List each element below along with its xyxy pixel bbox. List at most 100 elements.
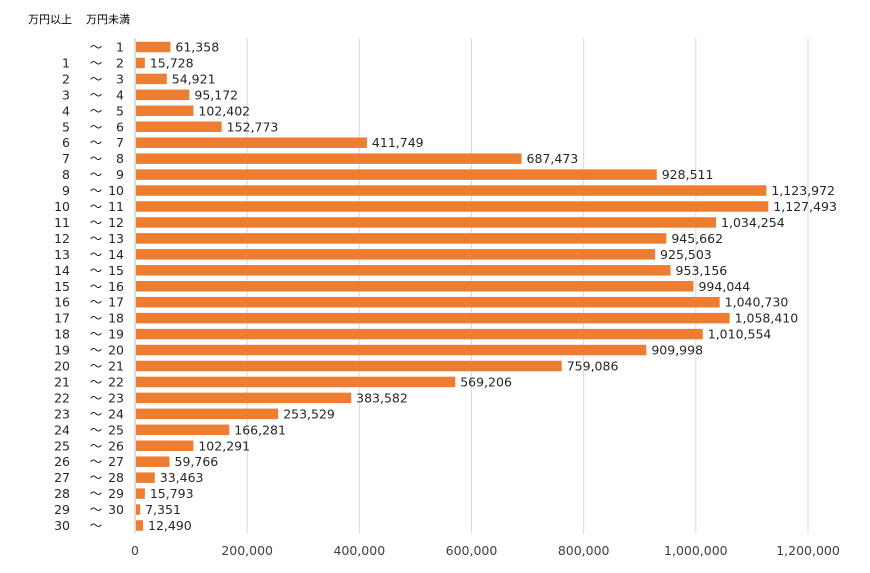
category-separator: ～ xyxy=(90,199,103,214)
bar xyxy=(136,201,769,212)
category-upper-bound: 13 xyxy=(108,231,124,246)
category-lower-bound: 20 xyxy=(54,359,70,374)
data-label: 1,123,972 xyxy=(771,183,835,198)
bars xyxy=(136,41,769,531)
category-lower-bound: 4 xyxy=(62,103,70,118)
category-upper-bound: 29 xyxy=(108,486,124,501)
category-lower-bound: 19 xyxy=(54,343,70,358)
x-tick-label: 1,200,000 xyxy=(776,543,840,558)
bar xyxy=(136,249,656,260)
category-upper-bound: 27 xyxy=(108,454,124,469)
category-lower-bound: 16 xyxy=(54,295,70,310)
bar xyxy=(136,281,694,292)
bar xyxy=(136,137,367,148)
x-tick-label: 0 xyxy=(131,543,139,558)
category-upper-bound: 12 xyxy=(108,215,124,230)
category-lower-bound: 26 xyxy=(54,454,70,469)
bar xyxy=(136,57,145,69)
bar xyxy=(136,73,167,85)
bar xyxy=(136,233,667,244)
category-upper-bound: 7 xyxy=(116,135,124,150)
category-upper-bound: 26 xyxy=(108,438,124,453)
bar xyxy=(136,344,647,356)
category-upper-bound: 3 xyxy=(116,71,124,86)
category-upper-bound: 28 xyxy=(108,470,124,485)
category-lower-bound: 12 xyxy=(54,231,70,246)
category-upper-bound: 30 xyxy=(108,502,124,517)
category-upper-bound: 19 xyxy=(108,327,124,342)
data-label: 33,463 xyxy=(160,470,204,485)
category-upper-bound: 4 xyxy=(116,87,124,102)
bar xyxy=(136,488,145,499)
category-lower-bound: 2 xyxy=(62,71,70,86)
category-lower-bound: 25 xyxy=(54,438,70,453)
category-lower-bound: 24 xyxy=(54,422,70,437)
category-lower-bound: 11 xyxy=(54,215,70,230)
category-lower-bound: 9 xyxy=(62,183,70,198)
data-label: 909,998 xyxy=(651,343,703,358)
category-lower-bound: 17 xyxy=(54,311,70,326)
category-upper-bound: 21 xyxy=(108,359,124,374)
category-lower-bound: 15 xyxy=(54,279,70,294)
data-label: 945,662 xyxy=(671,231,723,246)
category-lower-bound: 1 xyxy=(62,55,70,70)
category-upper-bound: 2 xyxy=(116,55,124,70)
data-label: 383,582 xyxy=(356,390,408,405)
bar xyxy=(136,456,170,467)
category-lower-bound: 13 xyxy=(54,247,70,262)
category-upper-bound: 1 xyxy=(116,40,124,55)
bar xyxy=(136,472,155,483)
category-upper-bound: 22 xyxy=(108,374,124,389)
data-label: 59,766 xyxy=(175,454,219,469)
bar xyxy=(136,424,230,436)
category-upper-bound: 16 xyxy=(108,279,124,294)
data-label: 925,503 xyxy=(660,247,712,262)
category-upper-bound: 24 xyxy=(108,406,124,421)
data-label: 928,511 xyxy=(662,167,714,182)
category-separator: ～ xyxy=(90,390,103,405)
category-upper-bound: 5 xyxy=(116,103,124,118)
category-separator: ～ xyxy=(90,231,103,246)
bar xyxy=(136,265,671,276)
bar xyxy=(136,121,222,132)
category-lower-bound: 7 xyxy=(62,151,70,166)
bar xyxy=(136,41,171,53)
category-separator: ～ xyxy=(90,422,103,437)
data-label: 7,351 xyxy=(145,502,181,517)
data-label: 953,156 xyxy=(676,263,728,278)
category-upper-bound: 8 xyxy=(116,151,124,166)
data-label: 1,010,554 xyxy=(708,327,772,342)
category-lower-bound: 5 xyxy=(62,119,70,134)
category-separator: ～ xyxy=(90,87,103,102)
data-label: 166,281 xyxy=(234,422,286,437)
category-lower-bound: 3 xyxy=(62,87,70,102)
data-label: 1,034,254 xyxy=(721,215,785,230)
data-label: 569,206 xyxy=(460,374,512,389)
category-separator: ～ xyxy=(90,486,103,501)
x-tick-label: 200,000 xyxy=(221,543,273,558)
x-tick-label: 400,000 xyxy=(333,543,385,558)
data-label: 1,127,493 xyxy=(773,199,837,214)
category-lower-bound: 10 xyxy=(54,199,70,214)
category-separator: ～ xyxy=(90,295,103,310)
category-lower-bound: 21 xyxy=(54,374,70,389)
category-separator: ～ xyxy=(90,263,103,278)
category-upper-bound: 17 xyxy=(108,295,124,310)
category-lower-bound: 29 xyxy=(54,502,70,517)
x-tick-label: 800,000 xyxy=(558,543,610,558)
category-separator: ～ xyxy=(90,247,103,262)
data-label: 411,749 xyxy=(372,135,424,150)
data-label: 102,291 xyxy=(198,438,250,453)
bar xyxy=(136,312,730,324)
category-separator: ～ xyxy=(90,55,103,70)
category-upper-bound: 9 xyxy=(116,167,124,182)
header-lower-bound: 万円以上 xyxy=(28,13,72,26)
category-separator: ～ xyxy=(90,311,103,326)
data-label: 15,728 xyxy=(150,55,194,70)
category-separator: ～ xyxy=(90,71,103,86)
header-upper-bound: 万円未満 xyxy=(86,13,130,26)
category-separator: ～ xyxy=(90,454,103,469)
category-upper-bound: 14 xyxy=(108,247,124,262)
